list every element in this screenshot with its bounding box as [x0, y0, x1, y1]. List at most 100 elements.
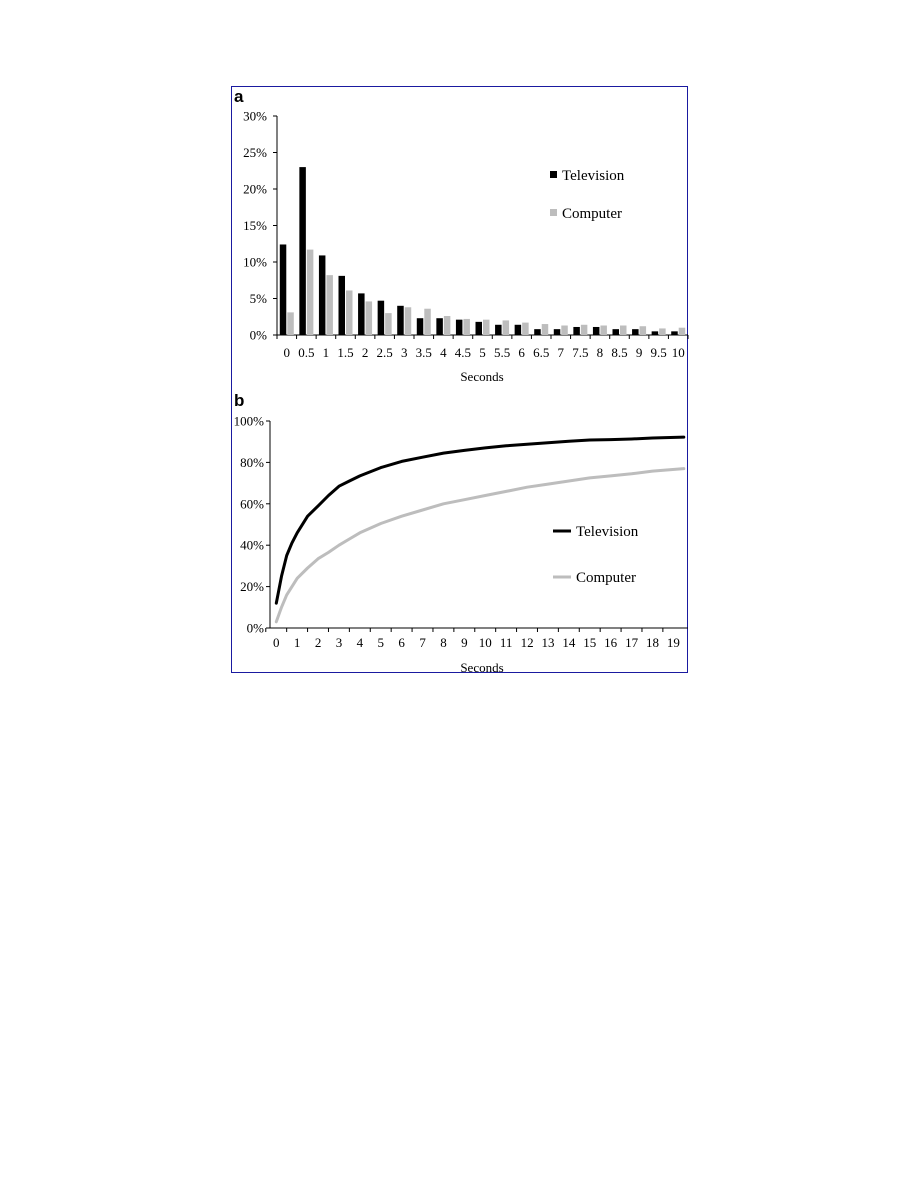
panel-b-x-axis-title: Seconds — [460, 660, 503, 675]
panel-letter-a: a — [234, 87, 244, 106]
panel-a-x-tick-label: 1.5 — [337, 345, 353, 360]
panel-b-legend: Television Computer — [553, 524, 639, 586]
bar-computer-8.5 — [620, 325, 627, 335]
bar-television-0.5 — [299, 167, 306, 335]
panel-b-y-tick-label: 20% — [240, 579, 264, 594]
bar-television-1.5 — [338, 275, 345, 335]
panel-a-y-tick-label: 30% — [243, 109, 267, 124]
bar-television-2 — [358, 293, 365, 335]
panel-a: a 0 0.5 1 1.5 2 2.5 3 3.5 4 4.5 5 5.5 6 6.5 7 7.5 8 8.5 9 9… — [234, 87, 689, 384]
panel-b-x-ticks: 0 1 2 3 4 5 6 7 8 9 10 11 12 13 14 15 16 17 18 19 — [265, 628, 680, 650]
panel-a-x-tick-label: 5 — [479, 345, 486, 360]
panel-a-y-tick-label: 15% — [243, 218, 267, 233]
bar-computer-9 — [639, 326, 647, 335]
legend-label-television-b: Television — [576, 524, 639, 540]
line-computer — [274, 467, 686, 624]
panel-b-x-tick-label: 8 — [440, 635, 447, 650]
panel-a-x-tick-label: 7.5 — [572, 345, 588, 360]
bar-computer-4.5 — [463, 318, 470, 335]
bar-computer-6.5 — [541, 324, 549, 335]
bar-computer-2 — [365, 301, 373, 335]
panel-a-x-tick-label: 9.5 — [651, 345, 667, 360]
panel-a-y-tick-label: 10% — [243, 255, 267, 270]
bar-computer-8 — [600, 325, 607, 335]
panel-a-x-tick-label: 1 — [323, 345, 330, 360]
panel-a-y-tick-label: 25% — [243, 145, 267, 160]
bar-television-7 — [553, 329, 561, 335]
panel-b-x-tick-label: 12 — [521, 635, 534, 650]
panel-a-y-tick-label: 5% — [250, 291, 268, 306]
panel-b-x-tick-label: 16 — [604, 635, 618, 650]
bar-computer-1.5 — [346, 290, 353, 335]
panel-b-x-tick-label: 13 — [541, 635, 554, 650]
panel-a-x-tick-label: 5.5 — [494, 345, 510, 360]
panel-b-x-tick-label: 2 — [315, 635, 322, 650]
bar-television-0 — [279, 244, 287, 335]
panel-b-x-tick-label: 7 — [419, 635, 426, 650]
panel-a-x-ticks: 0 0.5 1 1.5 2 2.5 3 3.5 4 4.5 5 5.5 6 6.5 7 7.5 8 8.5 9 9.5… — [276, 335, 689, 360]
panel-a-bars — [279, 167, 686, 335]
panel-a-x-tick-label: 0 — [284, 345, 291, 360]
bar-television-6.5 — [534, 329, 541, 335]
panel-b-x-tick-label: 3 — [336, 635, 343, 650]
bar-television-3.5 — [416, 318, 424, 335]
legend-label-television: Television — [562, 168, 625, 184]
panel-a-x-axis-title: Seconds — [460, 369, 503, 384]
bar-computer-7.5 — [580, 324, 588, 335]
bar-computer-7 — [561, 325, 568, 335]
panel-a-x-tick-label: 6 — [518, 345, 525, 360]
bar-computer-6 — [522, 322, 529, 335]
panel-b-x-tick-label: 14 — [562, 635, 576, 650]
line-television — [274, 435, 686, 605]
bar-television-6 — [514, 324, 522, 335]
bar-computer-1 — [326, 275, 333, 335]
bar-computer-2.5 — [385, 313, 392, 335]
bar-television-2.5 — [377, 300, 385, 335]
panel-b-x-tick-label: 11 — [500, 635, 513, 650]
panel-a-x-tick-label: 10 — [672, 345, 685, 360]
bar-computer-3 — [404, 307, 412, 335]
panel-a-y-tick-label: 20% — [243, 182, 267, 197]
bar-television-4 — [436, 318, 443, 335]
panel-a-y-ticks: 0% 5% 10% 15% 20% 25% 30% — [243, 109, 277, 343]
legend-swatch-computer — [550, 209, 557, 216]
panel-a-x-tick-label: 2.5 — [377, 345, 393, 360]
panel-a-x-tick-label: 4.5 — [455, 345, 471, 360]
panel-a-x-tick-label: 3 — [401, 345, 408, 360]
panel-b-x-tick-label: 18 — [646, 635, 659, 650]
bar-computer-0 — [287, 312, 294, 335]
panel-b-y-tick-label: 80% — [240, 455, 264, 470]
panel-b: b 0 1 2 3 4 5 6 7 8 9 10 11 12 13 14 15 16 17 18 19 0%20%40… — [234, 391, 688, 675]
bar-computer-0.5 — [306, 249, 314, 335]
panel-b-x-tick-label: 6 — [398, 635, 405, 650]
bar-television-5.5 — [495, 324, 502, 335]
panel-a-x-tick-label: 7 — [558, 345, 565, 360]
panel-b-x-tick-label: 4 — [357, 635, 364, 650]
bar-television-1 — [318, 255, 326, 335]
panel-b-lines — [274, 435, 686, 624]
panel-b-y-tick-label: 40% — [240, 538, 264, 553]
bar-computer-3.5 — [424, 308, 431, 335]
panel-b-x-tick-label: 5 — [378, 635, 385, 650]
legend-label-computer: Computer — [562, 206, 622, 222]
panel-b-x-tick-label: 19 — [667, 635, 680, 650]
panel-a-x-tick-label: 8.5 — [611, 345, 627, 360]
panel-a-legend: Television Computer — [550, 168, 625, 222]
bar-television-8 — [592, 326, 600, 335]
bar-television-8.5 — [612, 329, 619, 335]
panel-a-x-tick-label: 8 — [597, 345, 604, 360]
bar-computer-5 — [483, 319, 490, 335]
bar-television-10 — [671, 331, 678, 335]
panel-b-axes — [269, 421, 688, 629]
bar-television-9.5 — [651, 331, 659, 335]
panel-b-x-tick-label: 9 — [461, 635, 468, 650]
panel-b-y-tick-label: 0% — [247, 621, 265, 636]
bar-computer-5.5 — [502, 320, 510, 335]
panel-b-y-tick-label: 60% — [240, 496, 264, 511]
bar-television-9 — [632, 329, 639, 335]
legend-swatch-television — [550, 171, 557, 178]
bar-television-7.5 — [573, 326, 580, 335]
panel-a-x-tick-label: 0.5 — [298, 345, 314, 360]
panel-b-x-tick-label: 0 — [273, 635, 280, 650]
